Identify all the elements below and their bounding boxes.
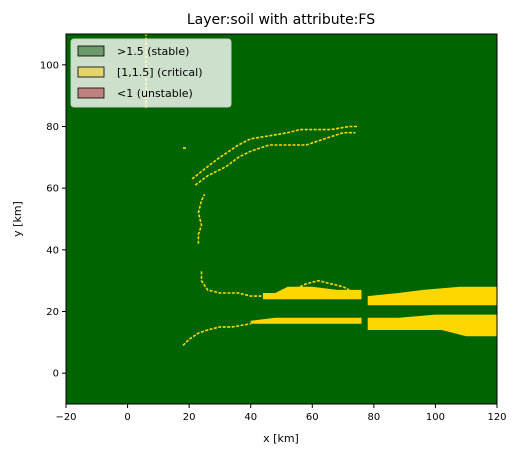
critical-line-lower-band-left [182, 323, 251, 346]
x-axis-ticks: −20 0 20 40 60 80 100 120 [55, 404, 507, 423]
critical-region-upper-band [367, 286, 497, 306]
y-axis-label: y [km] [11, 201, 24, 237]
x-tick-label: 60 [306, 412, 319, 423]
legend-label: [1,1.5] (critical) [117, 66, 203, 79]
x-axis-label: x [km] [263, 432, 299, 445]
legend-swatch [77, 87, 105, 99]
x-tick-label: −20 [55, 412, 76, 423]
chart-title: Layer:soil with attribute:FS [187, 12, 375, 28]
critical-regions [250, 286, 497, 337]
legend-swatch [77, 45, 105, 57]
y-axis-ticks: 0 20 40 60 80 100 [40, 60, 66, 380]
legend-box [70, 38, 232, 108]
x-tick-label: 20 [183, 412, 196, 423]
critical-line-upper-arc-2 [194, 131, 356, 186]
y-tick-label: 60 [46, 184, 59, 195]
plot-frame [65, 33, 498, 405]
legend-swatch [77, 66, 105, 78]
critical-line-upper-arc-1 [191, 125, 359, 180]
critical-region-lower-band [367, 314, 497, 337]
y-tick-label: 40 [46, 245, 59, 256]
legend: >1.5 (stable) [1,1.5] (critical) <1 (unsta… [70, 38, 232, 108]
critical-region-lower-band-mid [250, 317, 362, 324]
critical-region-upper-band-mid [263, 286, 362, 300]
x-tick-label: 120 [487, 412, 506, 423]
x-tick-label: 100 [426, 412, 445, 423]
critical-line-upper-band-left [200, 271, 263, 297]
y-tick-label: 0 [53, 369, 59, 380]
legend-label: >1.5 (stable) [117, 45, 189, 58]
legend-items: >1.5 (stable) [1,1.5] (critical) <1 (unsta… [77, 45, 203, 100]
critical-line-left-stroke [197, 193, 206, 244]
legend-label: <1 (unstable) [117, 87, 193, 100]
y-tick-label: 20 [46, 307, 59, 318]
y-tick-label: 80 [46, 122, 59, 133]
critical-line-upper-band-tail [299, 279, 350, 291]
y-tick-label: 100 [40, 60, 59, 71]
x-tick-label: 0 [124, 412, 130, 423]
x-tick-label: 40 [244, 412, 257, 423]
x-tick-label: 80 [367, 412, 380, 423]
